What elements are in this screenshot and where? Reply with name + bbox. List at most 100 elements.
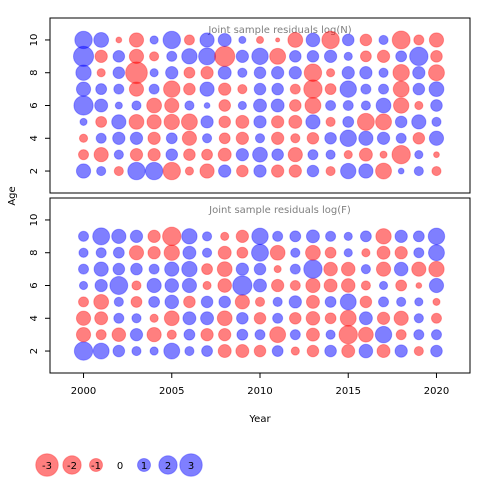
bubble (323, 261, 338, 277)
bubble (288, 295, 302, 309)
bubble (289, 230, 302, 243)
bubble (235, 131, 250, 145)
bubble (375, 162, 392, 180)
bubble (131, 100, 142, 111)
bubble (393, 310, 409, 326)
panel-title: Joint sample residuals log(N) (207, 25, 351, 36)
x-tick-label: 2000 (71, 386, 96, 397)
bubble (125, 61, 148, 85)
bubble (290, 133, 301, 144)
y-tick-label: 10 (29, 214, 40, 227)
bubble (149, 35, 159, 45)
bubble (290, 247, 301, 258)
bubble (94, 98, 109, 113)
bubble (235, 344, 250, 359)
bubble (217, 147, 232, 162)
bubble (324, 246, 337, 259)
bubble (339, 309, 357, 327)
bubble (165, 66, 179, 80)
bubble (305, 229, 320, 244)
bubble (253, 278, 267, 293)
bubble (79, 117, 88, 126)
bubble (77, 296, 90, 308)
bubble (163, 80, 181, 98)
bubble (359, 295, 373, 309)
legend-label: -1 (91, 461, 101, 472)
bubble (413, 165, 424, 177)
bubble (288, 114, 303, 129)
bubble (183, 34, 195, 46)
bubble (325, 165, 336, 177)
bubble (325, 230, 337, 242)
legend-bubble (179, 453, 203, 477)
bubble (270, 278, 285, 293)
bubble (392, 80, 410, 98)
bubble (165, 148, 179, 161)
bubble (411, 261, 427, 277)
bubble (359, 230, 372, 243)
bubble (430, 50, 443, 63)
bubble (165, 132, 178, 145)
bubble (73, 341, 94, 361)
bubble (131, 280, 142, 291)
bubble (115, 36, 123, 44)
bubble (395, 132, 407, 144)
bubble (144, 161, 164, 181)
bubble (394, 115, 408, 129)
bubble (287, 147, 303, 163)
bubble (395, 50, 408, 63)
bubble (324, 344, 337, 358)
bubble (289, 279, 301, 292)
bubble (75, 81, 92, 97)
bubble (201, 231, 213, 242)
bubble (217, 32, 232, 47)
bubble (166, 329, 177, 340)
bubble (433, 151, 440, 159)
bubble (235, 229, 250, 244)
bubble (146, 277, 162, 294)
bubble (201, 263, 213, 276)
bubble (269, 244, 286, 261)
bubble (235, 114, 250, 129)
bubble (324, 131, 337, 145)
y-tick-label: 4 (29, 135, 40, 141)
bubble (74, 30, 93, 50)
bubble (129, 131, 144, 145)
bubble (112, 131, 126, 145)
bubble (149, 51, 160, 62)
panel-title: Joint sample residuals log(F) (208, 205, 351, 216)
bubble (149, 313, 159, 323)
legend-label: 1 (141, 461, 147, 472)
bubble (303, 259, 323, 279)
bubble (218, 164, 232, 178)
bubble (235, 49, 250, 64)
bubble (237, 67, 248, 78)
bubble (202, 280, 212, 291)
bubble (216, 310, 233, 327)
bubble (147, 131, 161, 145)
legend-bubble (35, 453, 59, 477)
bubble (111, 327, 127, 342)
bubble (305, 310, 321, 326)
bubble (360, 264, 371, 275)
bubble (253, 115, 267, 129)
bubble (253, 98, 267, 113)
bubble (112, 262, 126, 276)
bubble (201, 247, 213, 258)
bubble (341, 344, 356, 359)
bubble (163, 342, 181, 360)
bubble (77, 149, 90, 161)
bubble (149, 68, 159, 78)
bubble (112, 66, 126, 80)
bubble (305, 244, 321, 261)
bubble (325, 99, 337, 112)
bubble (306, 164, 320, 178)
bubble (77, 230, 90, 242)
bubble (163, 244, 180, 261)
bubble (181, 277, 198, 294)
bubble (378, 280, 389, 291)
bubble (414, 297, 424, 307)
bubble (272, 296, 283, 307)
bubble (112, 246, 125, 259)
bubble (236, 311, 249, 325)
